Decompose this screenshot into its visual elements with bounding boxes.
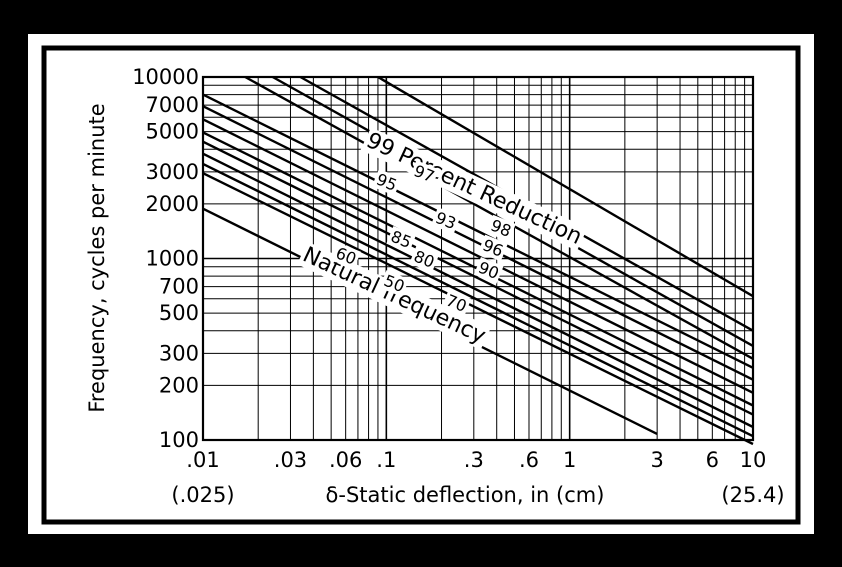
x-tick-label: .01 <box>186 448 219 472</box>
inner-frame <box>41 45 801 525</box>
y-tick-label: 3000 <box>146 160 199 184</box>
y-tick-label: 7000 <box>146 93 199 117</box>
x-secondary-tick-label: (.025) <box>171 483 234 507</box>
series-line-reduction-90 <box>202 118 754 394</box>
x-tick-label: 3 <box>650 448 663 472</box>
y-tick-label: 500 <box>159 301 199 325</box>
series-line-reduction-80 <box>202 140 754 416</box>
series-line-reduction-60 <box>202 162 754 438</box>
series-line-reduction-50 <box>202 172 754 446</box>
plot-axes-box <box>201 75 755 442</box>
series-line-reduction-99 <box>377 75 754 298</box>
annotation-halo <box>371 168 402 196</box>
x-tick-label: .3 <box>464 448 484 472</box>
x-axis-label: δ-Static deflection, in (cm) <box>326 483 605 507</box>
annotation-halo <box>441 289 472 317</box>
series-line-reduction-95 <box>202 93 754 369</box>
annotation-halo <box>360 127 588 251</box>
annotation-halo <box>297 241 492 350</box>
annotation-halo <box>473 257 504 284</box>
x-tick-label: 6 <box>706 448 719 472</box>
y-tick-label: 700 <box>159 275 199 299</box>
series-line-reduction-93 <box>202 105 754 381</box>
y-tick-label: 200 <box>159 373 199 397</box>
y-tick-label: 10000 <box>132 65 199 89</box>
annotation-halo <box>430 207 461 234</box>
annotation-halo <box>478 234 508 262</box>
x-tick-label: 1 <box>563 448 576 472</box>
tick-labels: .01 .03 .06 .1 .3 .6 1 3 6 10 (.025) (25.4) 100 200 30… <box>132 65 784 507</box>
annotation-halo <box>409 245 440 273</box>
y-tick-label: 5000 <box>146 120 199 144</box>
x-tick-label: .1 <box>376 448 396 472</box>
annotation-halo <box>331 242 361 270</box>
x-tick-label: 10 <box>740 448 767 472</box>
y-tick-label: 1000 <box>146 247 199 271</box>
annotation-halo <box>486 214 516 242</box>
annotation-halo <box>386 226 417 253</box>
annotation-halo <box>379 270 410 297</box>
x-tick-label: .03 <box>274 448 307 472</box>
x-secondary-tick-label: (25.4) <box>721 483 784 507</box>
annotation-halo <box>409 160 440 188</box>
y-tick-label: 300 <box>159 341 199 365</box>
y-axis-label: Frequency, cycles per minute <box>85 103 109 412</box>
x-tick-label: .6 <box>519 448 539 472</box>
y-tick-label: 2000 <box>146 192 199 216</box>
series-line-reduction-70 <box>202 152 754 429</box>
x-tick-label: .06 <box>329 448 362 472</box>
y-tick-label: 100 <box>159 428 199 452</box>
annotation-10: 60 <box>331 242 361 270</box>
